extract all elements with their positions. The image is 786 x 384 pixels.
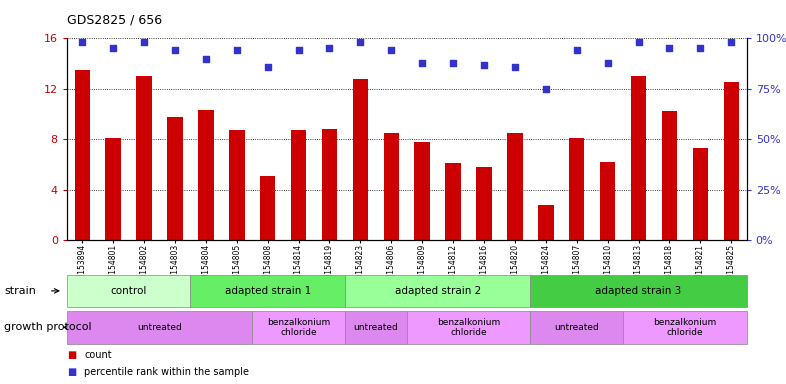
Text: untreated: untreated [554,323,599,332]
Bar [662,111,678,240]
Point [138,40,150,46]
Text: growth protocol: growth protocol [4,322,91,333]
Point [323,45,336,51]
Point [385,47,398,53]
Text: benzalkonium
chloride: benzalkonium chloride [437,318,500,337]
Bar [291,131,307,240]
Point [571,47,583,53]
Text: benzalkonium
chloride: benzalkonium chloride [653,318,717,337]
Point [354,40,367,46]
Bar [507,133,523,240]
Point [446,60,459,66]
Bar [167,116,182,240]
Point [539,86,552,92]
Point [694,45,707,51]
Bar [75,70,90,240]
Point [76,40,89,46]
Text: control: control [110,286,147,296]
Bar [600,162,615,240]
Bar [631,76,646,240]
Bar [569,138,585,240]
Bar [229,131,244,240]
Point [663,45,676,51]
Text: untreated: untreated [137,323,182,332]
Point [478,61,490,68]
Point [230,47,243,53]
Bar [384,133,399,240]
Bar [198,110,214,240]
Bar [538,205,553,240]
Point [416,60,428,66]
Bar [321,129,337,240]
Point [601,60,614,66]
Text: benzalkonium
chloride: benzalkonium chloride [267,318,330,337]
Text: percentile rank within the sample: percentile rank within the sample [84,367,249,377]
Bar [692,148,708,240]
Point [725,40,737,46]
Point [107,45,119,51]
Bar [476,167,492,240]
Text: count: count [84,350,112,360]
Bar [353,79,368,240]
Point [509,64,521,70]
Point [200,55,212,61]
Bar [446,163,461,240]
Point [262,64,274,70]
Bar [414,142,430,240]
Text: adapted strain 3: adapted strain 3 [596,286,681,296]
Text: strain: strain [4,286,36,296]
Bar [260,176,275,240]
Text: adapted strain 1: adapted strain 1 [225,286,310,296]
Bar [136,76,152,240]
Text: ■: ■ [67,350,76,360]
Text: GDS2825 / 656: GDS2825 / 656 [67,13,162,26]
Bar [105,138,121,240]
Point [632,40,645,46]
Bar [724,83,739,240]
Point [292,47,305,53]
Text: untreated: untreated [354,323,399,332]
Point [169,47,182,53]
Text: ■: ■ [67,367,76,377]
Text: adapted strain 2: adapted strain 2 [395,286,481,296]
